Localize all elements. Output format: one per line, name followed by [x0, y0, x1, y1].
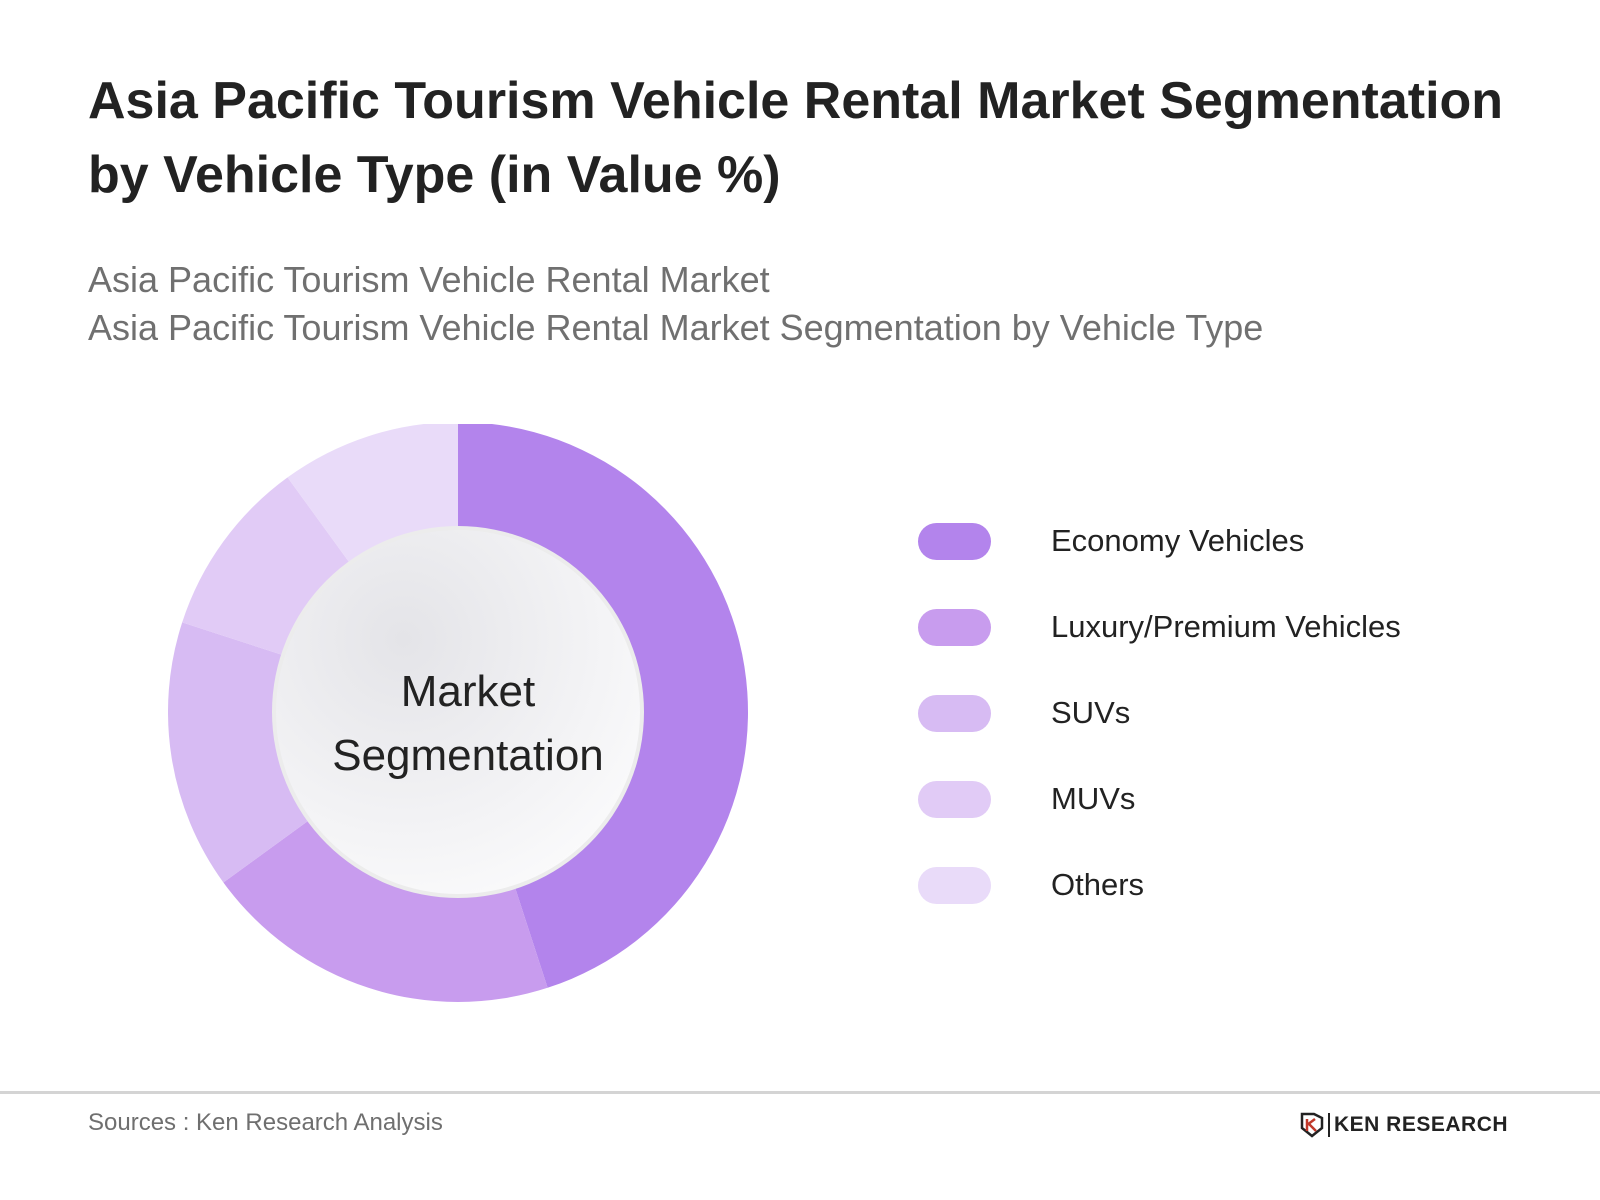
legend-swatch [918, 694, 991, 732]
donut-hole [276, 530, 640, 894]
donut-slice-luxury-premium-vehicles [223, 817, 548, 1002]
legend-item-suvs: SUVs [918, 670, 1558, 756]
donut-slice-muvs [182, 477, 353, 657]
subtitle-line-1: Asia Pacific Tourism Vehicle Rental Mark… [88, 259, 770, 300]
legend-swatch [918, 522, 991, 560]
legend-item-economy-vehicles: Economy Vehicles [918, 498, 1558, 584]
donut-slice-economy-vehicles [458, 424, 748, 988]
source-note: Sources : Ken Research Analysis [88, 1109, 443, 1136]
donut-svg [168, 424, 748, 1002]
brand-separator [1328, 1113, 1330, 1137]
legend-swatch [918, 866, 991, 904]
chart-subtitle: Asia Pacific Tourism Vehicle Rental Mark… [88, 256, 1528, 352]
legend-label: SUVs [1051, 695, 1131, 730]
legend-label: MUVs [1051, 781, 1136, 816]
legend-label: Economy Vehicles [1051, 523, 1305, 558]
legend-item-muvs: MUVs [918, 756, 1558, 842]
brand-logo-icon [1300, 1112, 1324, 1138]
brand-logo: KEN RESEARCH [1300, 1112, 1508, 1138]
legend-label: Others [1051, 867, 1145, 902]
chart-legend: Economy Vehicles Luxury/Premium Vehicles S… [918, 498, 1558, 928]
legend-label: Luxury/Premium Vehicles [1051, 609, 1401, 644]
legend-item-others: Others [918, 842, 1558, 928]
legend-swatch [918, 608, 991, 646]
subtitle-line-2: Asia Pacific Tourism Vehicle Rental Mark… [88, 307, 1264, 348]
donut-chart: Market Segmentation [168, 424, 768, 1024]
legend-item-luxury-premium-vehicles: Luxury/Premium Vehicles [918, 584, 1558, 670]
donut-slice-others [287, 424, 458, 567]
footer-divider [0, 1091, 1600, 1094]
brand-name: KEN RESEARCH [1334, 1113, 1509, 1136]
chart-title: Asia Pacific Tourism Vehicle Rental Mark… [88, 72, 1504, 204]
legend-swatch [918, 780, 991, 818]
